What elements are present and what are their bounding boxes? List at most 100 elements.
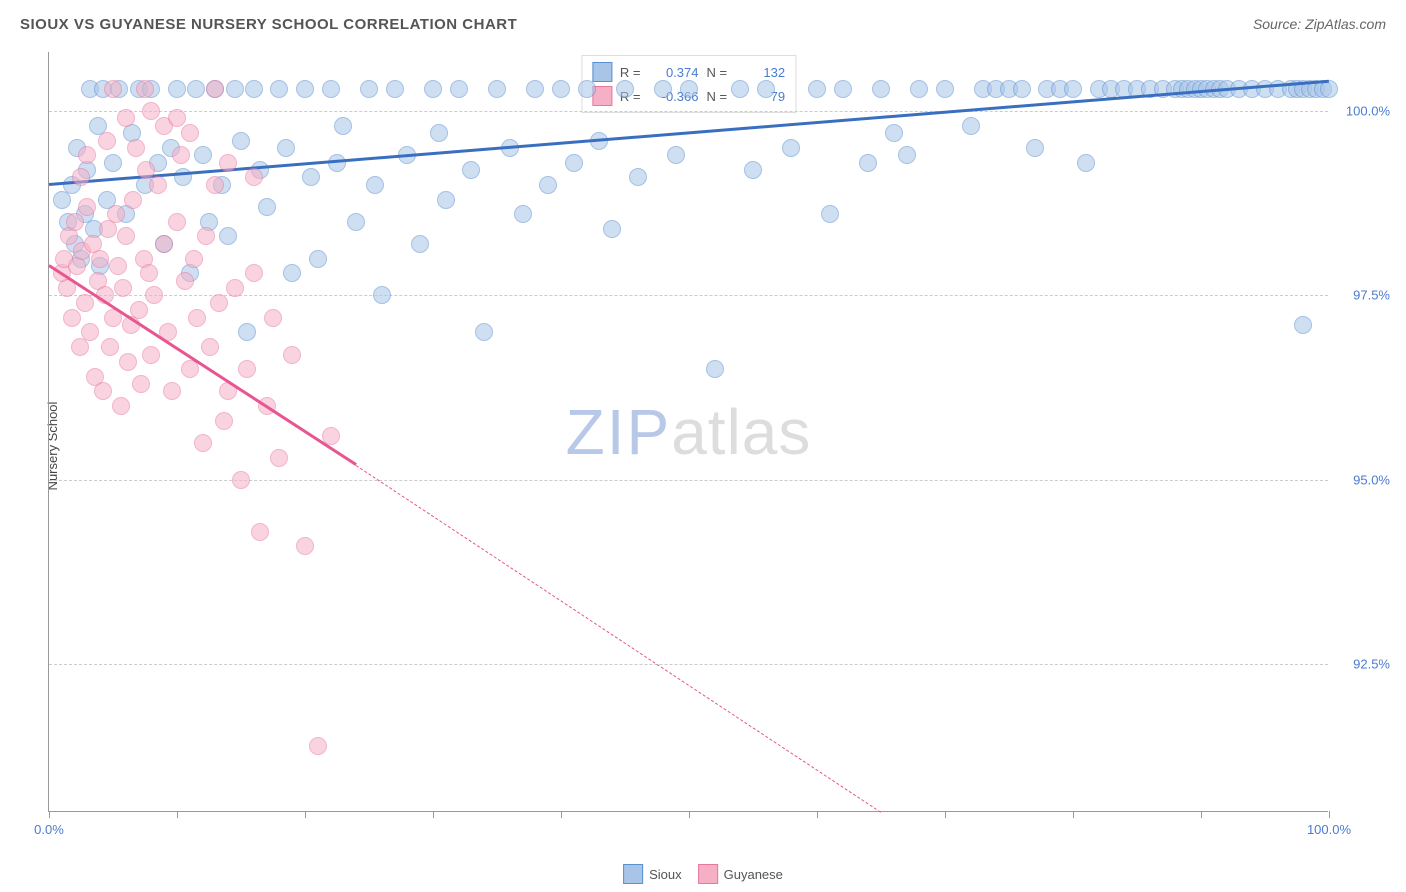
x-tick [1201, 811, 1202, 818]
data-point [539, 176, 557, 194]
data-point [366, 176, 384, 194]
data-point [185, 250, 203, 268]
data-point [373, 286, 391, 304]
data-point [821, 205, 839, 223]
data-point [238, 323, 256, 341]
legend-item: Sioux [623, 864, 682, 884]
x-tick [49, 811, 50, 818]
data-point [283, 264, 301, 282]
data-point [322, 80, 340, 98]
data-point [112, 397, 130, 415]
gridline [49, 295, 1328, 296]
data-point [475, 323, 493, 341]
data-point [731, 80, 749, 98]
series-legend: Sioux Guyanese [623, 864, 783, 884]
data-point [142, 102, 160, 120]
data-point [757, 80, 775, 98]
data-point [962, 117, 980, 135]
x-tick [305, 811, 306, 818]
data-point [136, 80, 154, 98]
data-point [514, 205, 532, 223]
data-point [1294, 316, 1312, 334]
watermark-atlas: atlas [671, 396, 811, 468]
data-point [386, 80, 404, 98]
data-point [706, 360, 724, 378]
legend-label: Guyanese [724, 867, 783, 882]
data-point [104, 154, 122, 172]
r-value: 0.374 [649, 65, 699, 80]
x-tick [177, 811, 178, 818]
data-point [78, 146, 96, 164]
data-point [107, 205, 125, 223]
data-point [197, 227, 215, 245]
x-tick-label: 100.0% [1307, 822, 1351, 837]
data-point [347, 213, 365, 231]
data-point [76, 294, 94, 312]
data-point [168, 109, 186, 127]
chart-plot-area: ZIPatlas R =0.374N =132R =-0.366N =79 92… [48, 52, 1328, 812]
data-point [245, 80, 263, 98]
data-point [226, 279, 244, 297]
data-point [238, 360, 256, 378]
data-point [72, 168, 90, 186]
data-point [201, 338, 219, 356]
chart-source: Source: ZipAtlas.com [1253, 16, 1386, 32]
data-point [232, 471, 250, 489]
trend-line [356, 465, 881, 813]
data-point [526, 80, 544, 98]
data-point [898, 146, 916, 164]
data-point [603, 220, 621, 238]
y-tick-label: 95.0% [1353, 472, 1390, 487]
data-point [667, 146, 685, 164]
data-point [91, 250, 109, 268]
data-point [264, 309, 282, 327]
watermark: ZIPatlas [566, 395, 812, 469]
data-point [101, 338, 119, 356]
data-point [132, 375, 150, 393]
data-point [834, 80, 852, 98]
data-point [859, 154, 877, 172]
n-label: N = [707, 89, 728, 104]
data-point [680, 80, 698, 98]
data-point [808, 80, 826, 98]
data-point [283, 346, 301, 364]
n-label: N = [707, 65, 728, 80]
data-point [219, 227, 237, 245]
data-point [187, 80, 205, 98]
data-point [232, 132, 250, 150]
data-point [565, 154, 583, 172]
data-point [142, 346, 160, 364]
data-point [104, 80, 122, 98]
data-point [296, 537, 314, 555]
data-point [936, 80, 954, 98]
data-point [296, 80, 314, 98]
data-point [258, 198, 276, 216]
x-tick [689, 811, 690, 818]
y-tick-label: 92.5% [1353, 657, 1390, 672]
x-tick [945, 811, 946, 818]
data-point [430, 124, 448, 142]
data-point [1077, 154, 1095, 172]
data-point [168, 213, 186, 231]
data-point [181, 124, 199, 142]
data-point [302, 168, 320, 186]
data-point [124, 191, 142, 209]
data-point [226, 80, 244, 98]
data-point [176, 272, 194, 290]
data-point [654, 80, 672, 98]
data-point [206, 80, 224, 98]
data-point [63, 309, 81, 327]
data-point [578, 80, 596, 98]
data-point [66, 213, 84, 231]
x-tick [1073, 811, 1074, 818]
data-point [270, 449, 288, 467]
data-point [462, 161, 480, 179]
data-point [277, 139, 295, 157]
x-tick-label: 0.0% [34, 822, 64, 837]
data-point [552, 80, 570, 98]
data-point [616, 80, 634, 98]
data-point [114, 279, 132, 297]
data-point [782, 139, 800, 157]
chart-title: SIOUX VS GUYANESE NURSERY SCHOOL CORRELA… [20, 16, 517, 33]
data-point [424, 80, 442, 98]
